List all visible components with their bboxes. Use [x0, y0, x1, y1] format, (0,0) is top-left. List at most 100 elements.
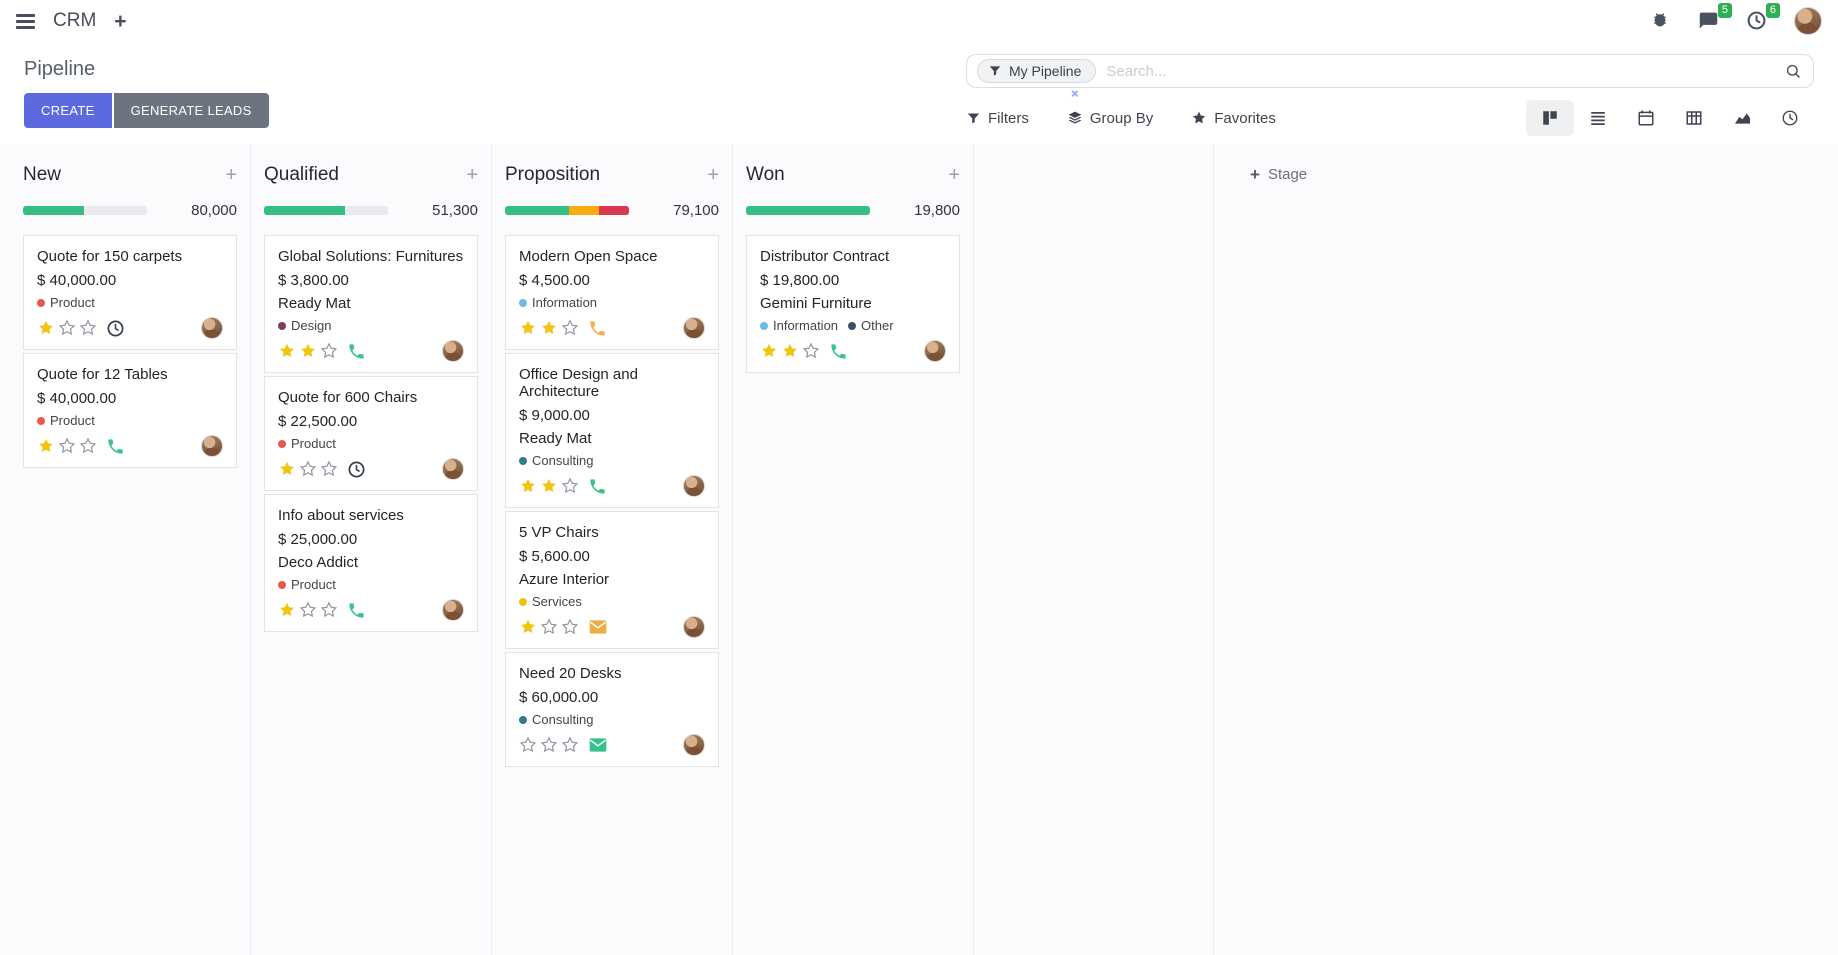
star-filled-icon[interactable]: [278, 460, 296, 478]
card-avatar[interactable]: [201, 435, 223, 457]
search-input[interactable]: [1096, 62, 1784, 80]
star-filled-icon[interactable]: [299, 342, 317, 360]
phone-activity-icon[interactable]: [347, 342, 366, 361]
search-bar[interactable]: My Pipeline ×: [966, 54, 1814, 101]
star-filled-icon[interactable]: [760, 342, 778, 360]
star-empty-icon[interactable]: [320, 342, 338, 360]
kanban-card[interactable]: Quote for 600 Chairs $ 22,500.00 Product: [264, 376, 478, 491]
progress-segment[interactable]: [505, 206, 570, 215]
add-stage-button[interactable]: + Stage: [1250, 166, 1307, 183]
star-icon: [1193, 111, 1206, 124]
progress-segment[interactable]: [599, 206, 629, 215]
star-filled-icon[interactable]: [37, 319, 55, 337]
star-filled-icon[interactable]: [540, 319, 558, 337]
star-empty-icon[interactable]: [79, 319, 97, 337]
app-name[interactable]: CRM: [53, 10, 97, 31]
clock-activity-icon[interactable]: [106, 319, 125, 338]
kanban-card[interactable]: Modern Open Space $ 4,500.00 Information: [505, 235, 719, 350]
phone-activity-icon[interactable]: [588, 319, 607, 338]
favorites-menu[interactable]: Favorites: [1191, 110, 1276, 127]
phone-activity-icon[interactable]: [106, 437, 125, 456]
star-empty-icon[interactable]: [540, 736, 558, 754]
star-filled-icon[interactable]: [37, 437, 55, 455]
card-avatar[interactable]: [683, 317, 705, 339]
kanban-card[interactable]: Quote for 150 carpets $ 40,000.00 Produc…: [23, 235, 237, 350]
add-icon[interactable]: +: [114, 9, 127, 33]
kanban-card[interactable]: Distributor Contract $ 19,800.00 Gemini …: [746, 235, 960, 373]
star-empty-icon[interactable]: [299, 460, 317, 478]
star-empty-icon[interactable]: [540, 618, 558, 636]
kanban-view-button[interactable]: [1526, 100, 1574, 136]
star-filled-icon[interactable]: [278, 342, 296, 360]
star-empty-icon[interactable]: [58, 319, 76, 337]
progress-segment[interactable]: [264, 206, 345, 215]
star-empty-icon[interactable]: [561, 736, 579, 754]
card-avatar[interactable]: [201, 317, 223, 339]
envelope-activity-icon[interactable]: [588, 735, 608, 755]
column-add-icon[interactable]: +: [707, 164, 719, 186]
group-by-menu[interactable]: Group By: [1067, 110, 1153, 127]
card-title: 5 VP Chairs: [519, 524, 599, 541]
star-filled-icon[interactable]: [519, 319, 537, 337]
card-avatar[interactable]: [442, 340, 464, 362]
star-empty-icon[interactable]: [561, 477, 579, 495]
create-button[interactable]: CREATE: [24, 93, 112, 128]
star-empty-icon[interactable]: [519, 736, 537, 754]
clock-activity-icon[interactable]: [347, 460, 366, 479]
calendar-view-button[interactable]: [1622, 100, 1670, 136]
star-filled-icon[interactable]: [781, 342, 799, 360]
star-empty-icon[interactable]: [320, 601, 338, 619]
column-add-icon[interactable]: +: [948, 164, 960, 186]
star-empty-icon[interactable]: [561, 319, 579, 337]
star-filled-icon[interactable]: [519, 477, 537, 495]
star-empty-icon[interactable]: [79, 437, 97, 455]
add-stage-label: Stage: [1267, 166, 1308, 183]
user-avatar[interactable]: [1794, 7, 1822, 35]
phone-activity-icon[interactable]: [588, 477, 607, 496]
star-filled-icon[interactable]: [519, 618, 537, 636]
kanban-card[interactable]: Quote for 12 Tables $ 40,000.00 Product: [23, 353, 237, 468]
messages-icon[interactable]: 5: [1698, 3, 1732, 32]
card-title: Modern Open Space: [519, 248, 658, 265]
generate-leads-button[interactable]: GENERATE LEADS: [113, 93, 269, 128]
star-empty-icon[interactable]: [802, 342, 820, 360]
remove-facet-icon[interactable]: ×: [1071, 86, 1079, 101]
kanban-card[interactable]: Global Solutions: Furnitures $ 3,800.00 …: [264, 235, 478, 373]
card-avatar[interactable]: [442, 599, 464, 621]
card-avatar[interactable]: [683, 616, 705, 638]
star-filled-icon[interactable]: [540, 477, 558, 495]
list-view-button[interactable]: [1574, 100, 1622, 136]
card-avatar[interactable]: [924, 340, 946, 362]
envelope-activity-icon[interactable]: [588, 617, 608, 637]
filter-facet-my-pipeline[interactable]: My Pipeline: [977, 59, 1097, 83]
card-avatar[interactable]: [683, 734, 705, 756]
column-add-icon[interactable]: +: [466, 164, 478, 186]
kanban-card[interactable]: Office Design and Architecture $ 9,000.0…: [505, 353, 719, 508]
progress-segment[interactable]: [23, 206, 84, 215]
search-icon[interactable]: [1784, 62, 1803, 81]
kanban-card[interactable]: Info about services $ 25,000.00 Deco Add…: [264, 494, 478, 632]
phone-activity-icon[interactable]: [347, 601, 366, 620]
kanban-card[interactable]: Need 20 Desks $ 60,000.00 Consulting: [505, 652, 719, 767]
activities-clock-icon[interactable]: 6: [1746, 3, 1780, 32]
progress-segment[interactable]: [569, 206, 600, 215]
card-avatar[interactable]: [442, 458, 464, 480]
graph-view-button[interactable]: [1718, 100, 1766, 136]
star-empty-icon[interactable]: [561, 618, 579, 636]
kanban-card[interactable]: 5 VP Chairs $ 5,600.00 Azure Interior Se…: [505, 511, 719, 649]
progress-segment[interactable]: [746, 206, 870, 215]
progress-segment[interactable]: [83, 206, 147, 215]
pivot-view-button[interactable]: [1670, 100, 1718, 136]
bug-icon[interactable]: [1650, 10, 1672, 32]
star-empty-icon[interactable]: [299, 601, 317, 619]
card-avatar[interactable]: [683, 475, 705, 497]
apps-menu-icon[interactable]: [16, 13, 35, 29]
star-empty-icon[interactable]: [320, 460, 338, 478]
activity-view-button[interactable]: [1766, 100, 1814, 136]
star-filled-icon[interactable]: [278, 601, 296, 619]
progress-segment[interactable]: [344, 206, 388, 215]
filters-menu[interactable]: Filters: [966, 110, 1029, 127]
column-add-icon[interactable]: +: [225, 164, 237, 186]
star-empty-icon[interactable]: [58, 437, 76, 455]
phone-activity-icon[interactable]: [829, 342, 848, 361]
